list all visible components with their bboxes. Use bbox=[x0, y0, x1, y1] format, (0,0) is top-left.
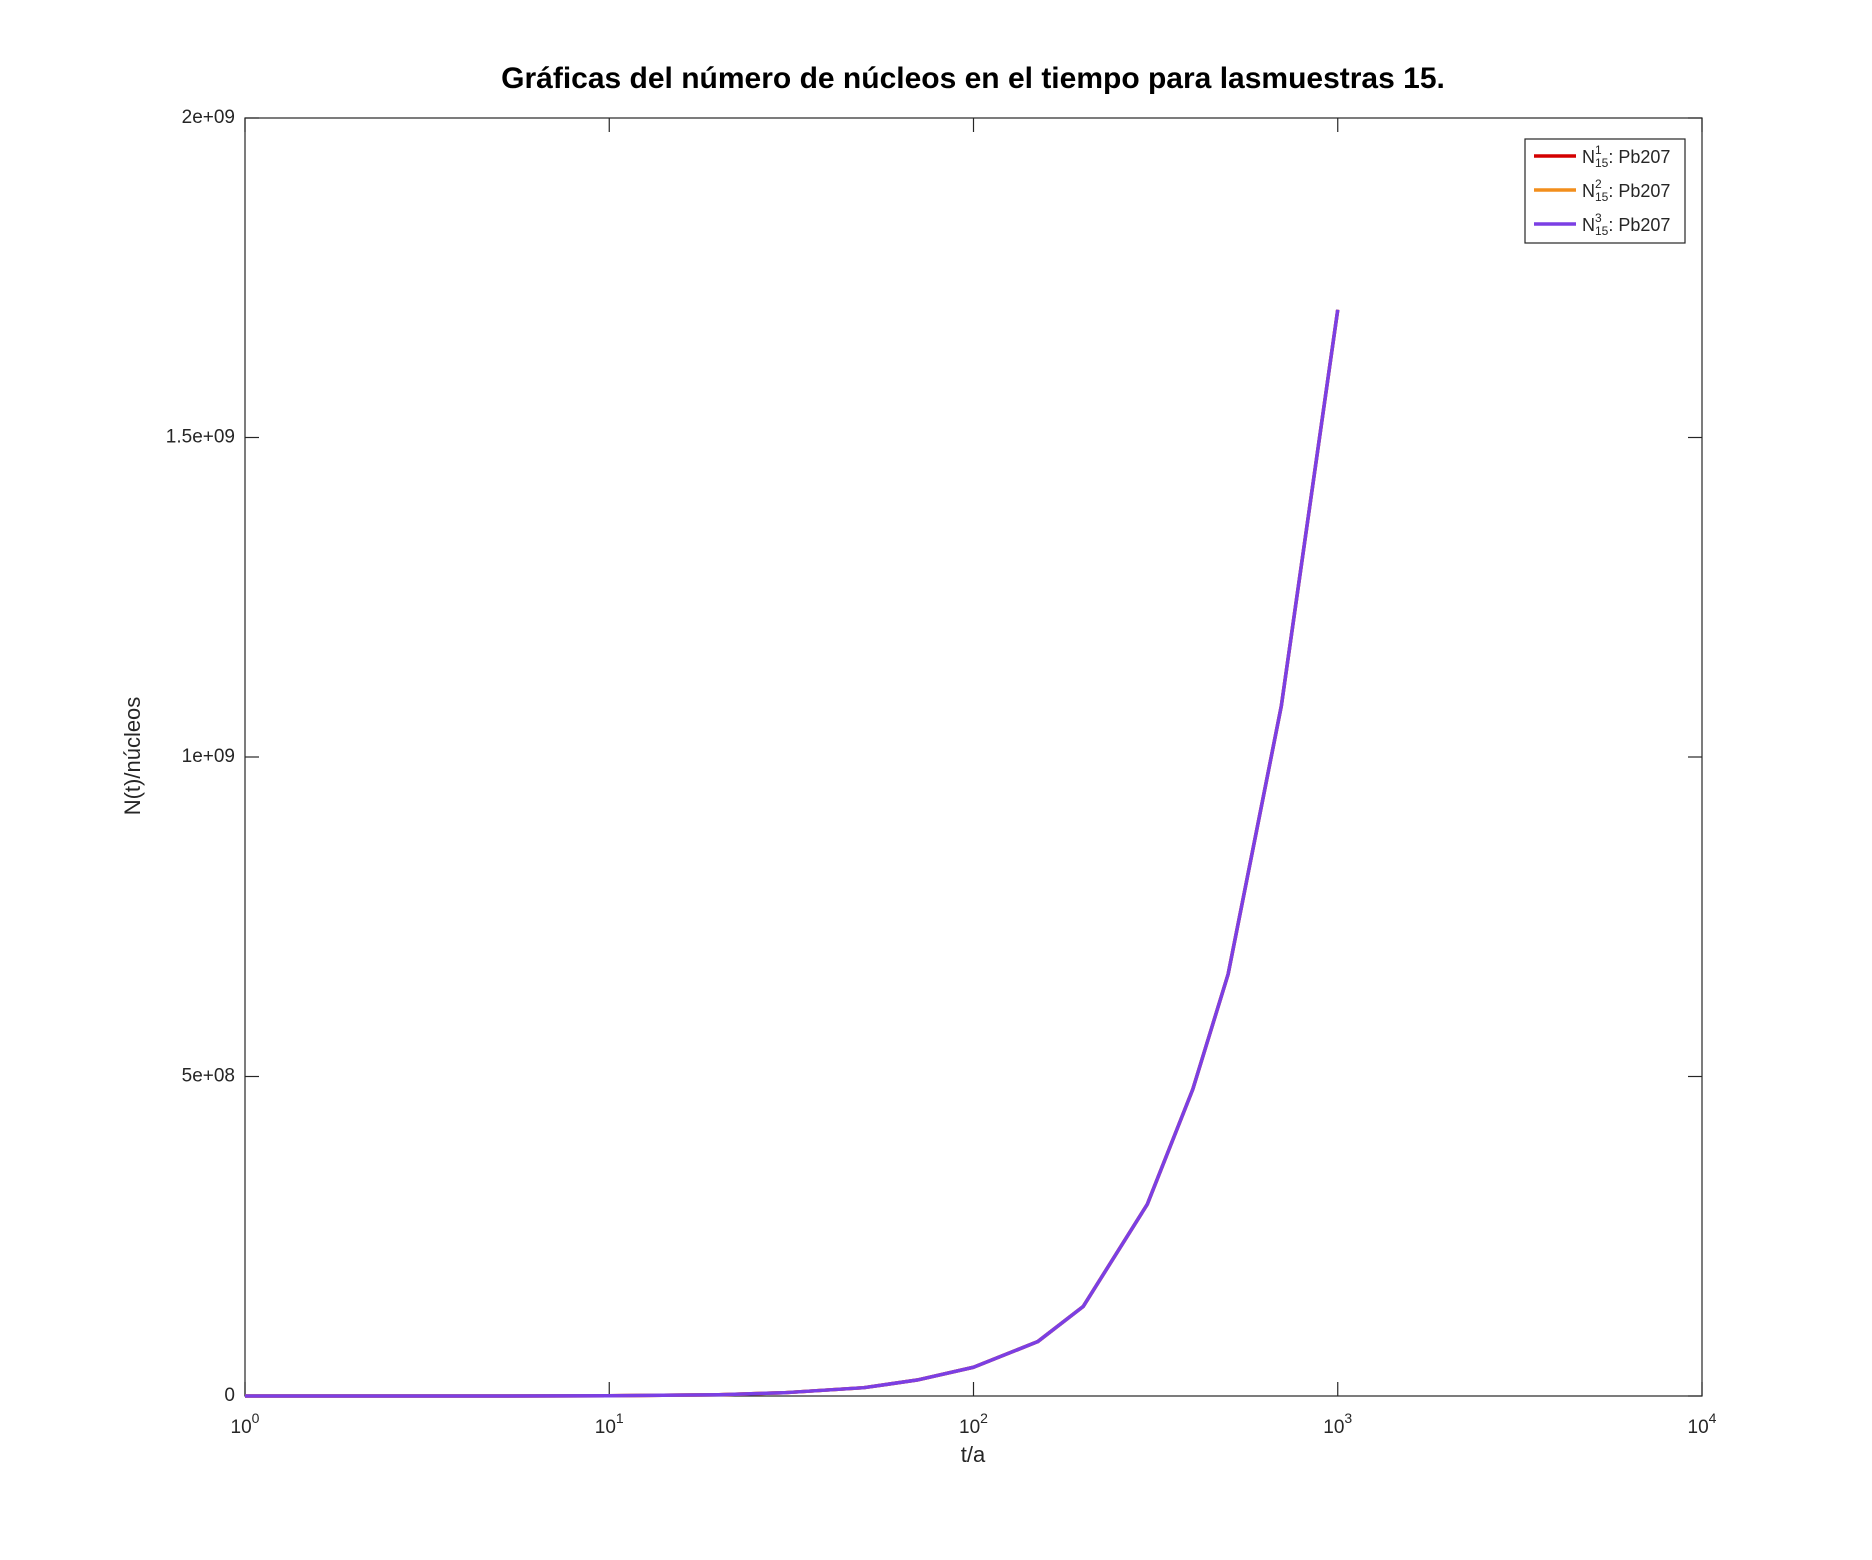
x-tick-exponent: 1 bbox=[616, 1410, 624, 1426]
legend-sup: 2 bbox=[1595, 177, 1602, 191]
legend-sub: 15 bbox=[1595, 156, 1609, 170]
x-tick-base: 10 bbox=[959, 1417, 980, 1438]
legend-name: Pb207 bbox=[1618, 181, 1670, 201]
x-tick-exponent: 3 bbox=[1344, 1410, 1352, 1426]
y-tick-label: 5e+08 bbox=[182, 1066, 235, 1087]
legend-sup: 3 bbox=[1595, 211, 1602, 225]
x-tick-exponent: 0 bbox=[252, 1410, 260, 1426]
plot-frame bbox=[244, 117, 1703, 1397]
legend-separator: : bbox=[1608, 215, 1618, 235]
x-tick-base: 10 bbox=[231, 1417, 252, 1438]
legend-separator: : bbox=[1608, 147, 1618, 167]
y-tick-label: 1.5e+09 bbox=[166, 427, 235, 448]
legend-name: Pb207 bbox=[1618, 215, 1670, 235]
x-tick-label: 101 bbox=[595, 1410, 624, 1438]
legend-symbol: N bbox=[1582, 215, 1595, 235]
series-line bbox=[245, 309, 1340, 1398]
legend-sup: 1 bbox=[1595, 143, 1602, 157]
legend-label: N1 15: Pb207 bbox=[1582, 143, 1670, 170]
y-axis-label: N(t)/núcleos bbox=[120, 697, 145, 816]
legend-label: N2 15: Pb207 bbox=[1582, 177, 1670, 204]
x-tick-label: 100 bbox=[231, 1410, 260, 1438]
legend-sub: 15 bbox=[1595, 224, 1609, 238]
x-tick-label: 104 bbox=[1688, 1410, 1717, 1438]
legend-symbol: N bbox=[1582, 147, 1595, 167]
y-tick-label: 1e+09 bbox=[182, 746, 235, 767]
x-axis-label: t/a bbox=[961, 1442, 986, 1467]
legend-symbol: N bbox=[1582, 181, 1595, 201]
x-tick-base: 10 bbox=[1688, 1417, 1709, 1438]
chart-title: Gráficas del número de núcleos en el tie… bbox=[501, 62, 1445, 95]
x-tick-exponent: 4 bbox=[1709, 1410, 1717, 1426]
y-tick-label: 0 bbox=[224, 1385, 235, 1406]
y-tick-label: 2e+09 bbox=[182, 107, 235, 128]
x-tick-base: 10 bbox=[595, 1417, 616, 1438]
x-tick-label: 103 bbox=[1323, 1410, 1352, 1438]
legend-name: Pb207 bbox=[1618, 147, 1670, 167]
legend-sub: 15 bbox=[1595, 190, 1609, 204]
series-line bbox=[245, 309, 1340, 1398]
legend-label: N3 15: Pb207 bbox=[1582, 211, 1670, 238]
x-tick-label: 102 bbox=[959, 1410, 988, 1438]
legend-separator: : bbox=[1608, 181, 1618, 201]
x-tick-exponent: 2 bbox=[980, 1410, 988, 1426]
x-tick-base: 10 bbox=[1323, 1417, 1344, 1438]
legend-box bbox=[1524, 138, 1686, 244]
series-line bbox=[245, 309, 1340, 1398]
